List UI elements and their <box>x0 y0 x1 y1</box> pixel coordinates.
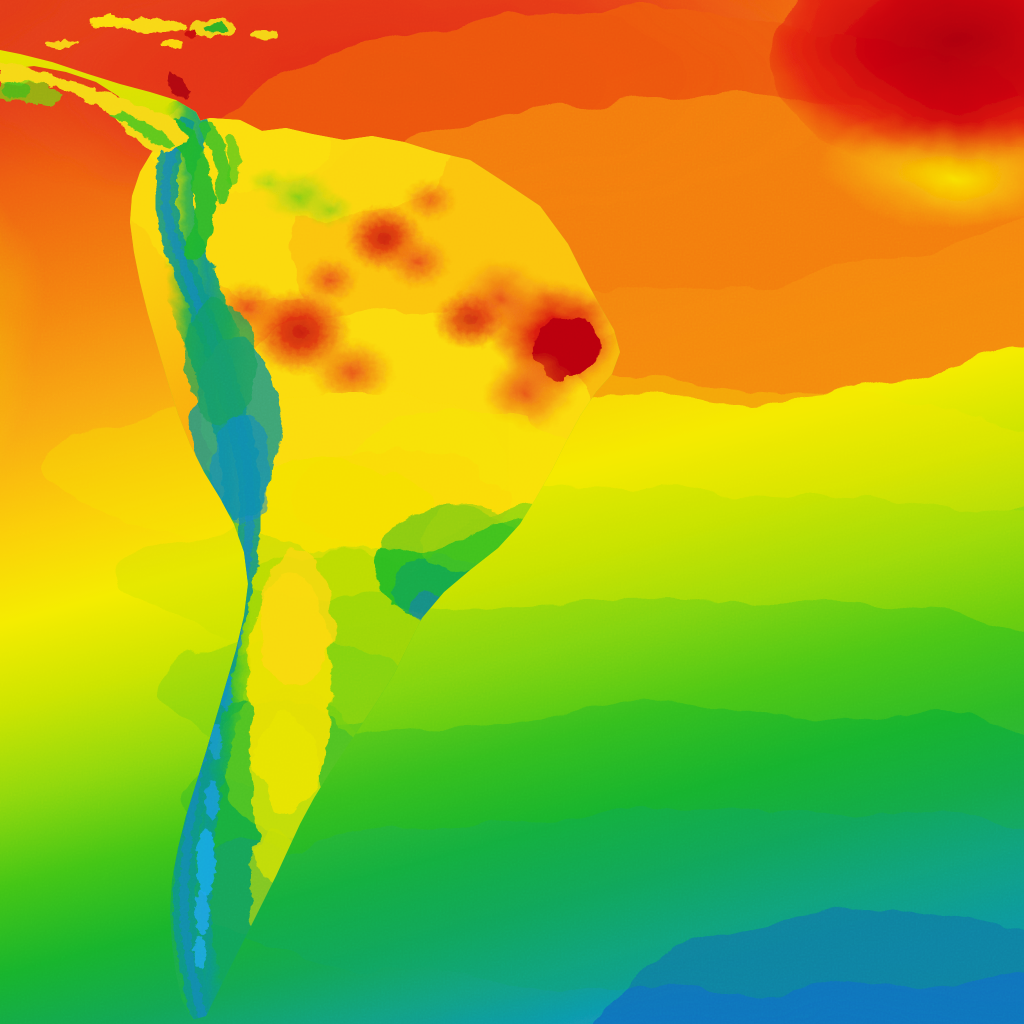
texture-overlay-layer <box>0 0 1024 1024</box>
temperature-raster-map: Near-surface air temperature raster map … <box>0 0 1024 1024</box>
raster-pixel-noise <box>0 0 1024 1024</box>
